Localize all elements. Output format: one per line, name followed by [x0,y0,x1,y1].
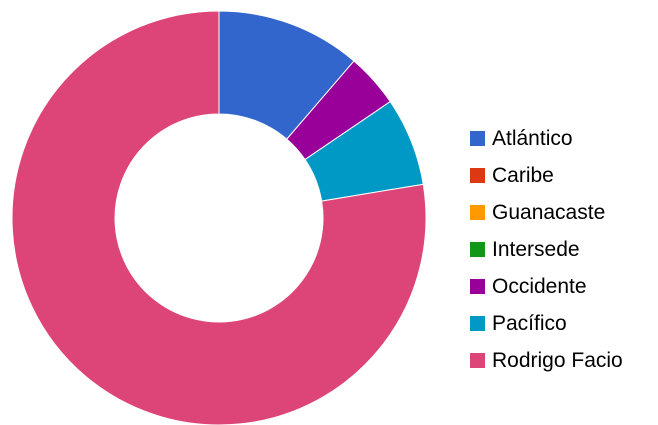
legend-label: Guanacaste [492,200,606,224]
legend-label: Occidente [492,274,587,298]
legend-item-pacifico: Pacífico [470,305,623,342]
legend-swatch [470,316,485,331]
legend-label: Intersede [492,237,580,261]
legend-swatch [470,279,485,294]
legend-swatch [470,242,485,257]
legend-item-rodrigo-facio: Rodrigo Facio [470,342,623,379]
legend-label: Pacífico [492,311,567,335]
legend-swatch [470,131,485,146]
legend-item-atlantico: Atlántico [470,120,623,157]
legend-label: Caribe [492,163,554,187]
legend-label: Atlántico [492,126,573,150]
donut-slice-rodrigo-facio [11,10,427,425]
legend-item-occidente: Occidente [470,268,623,305]
legend-swatch [470,205,485,220]
legend-swatch [470,168,485,183]
legend-label: Rodrigo Facio [492,348,623,372]
legend-item-guanacaste: Guanacaste [470,194,623,231]
legend-swatch [470,353,485,368]
legend-item-intersede: Intersede [470,231,623,268]
chart-legend: Atlántico Caribe Guanacaste Intersede Occide… [470,120,623,379]
legend-item-caribe: Caribe [470,157,623,194]
